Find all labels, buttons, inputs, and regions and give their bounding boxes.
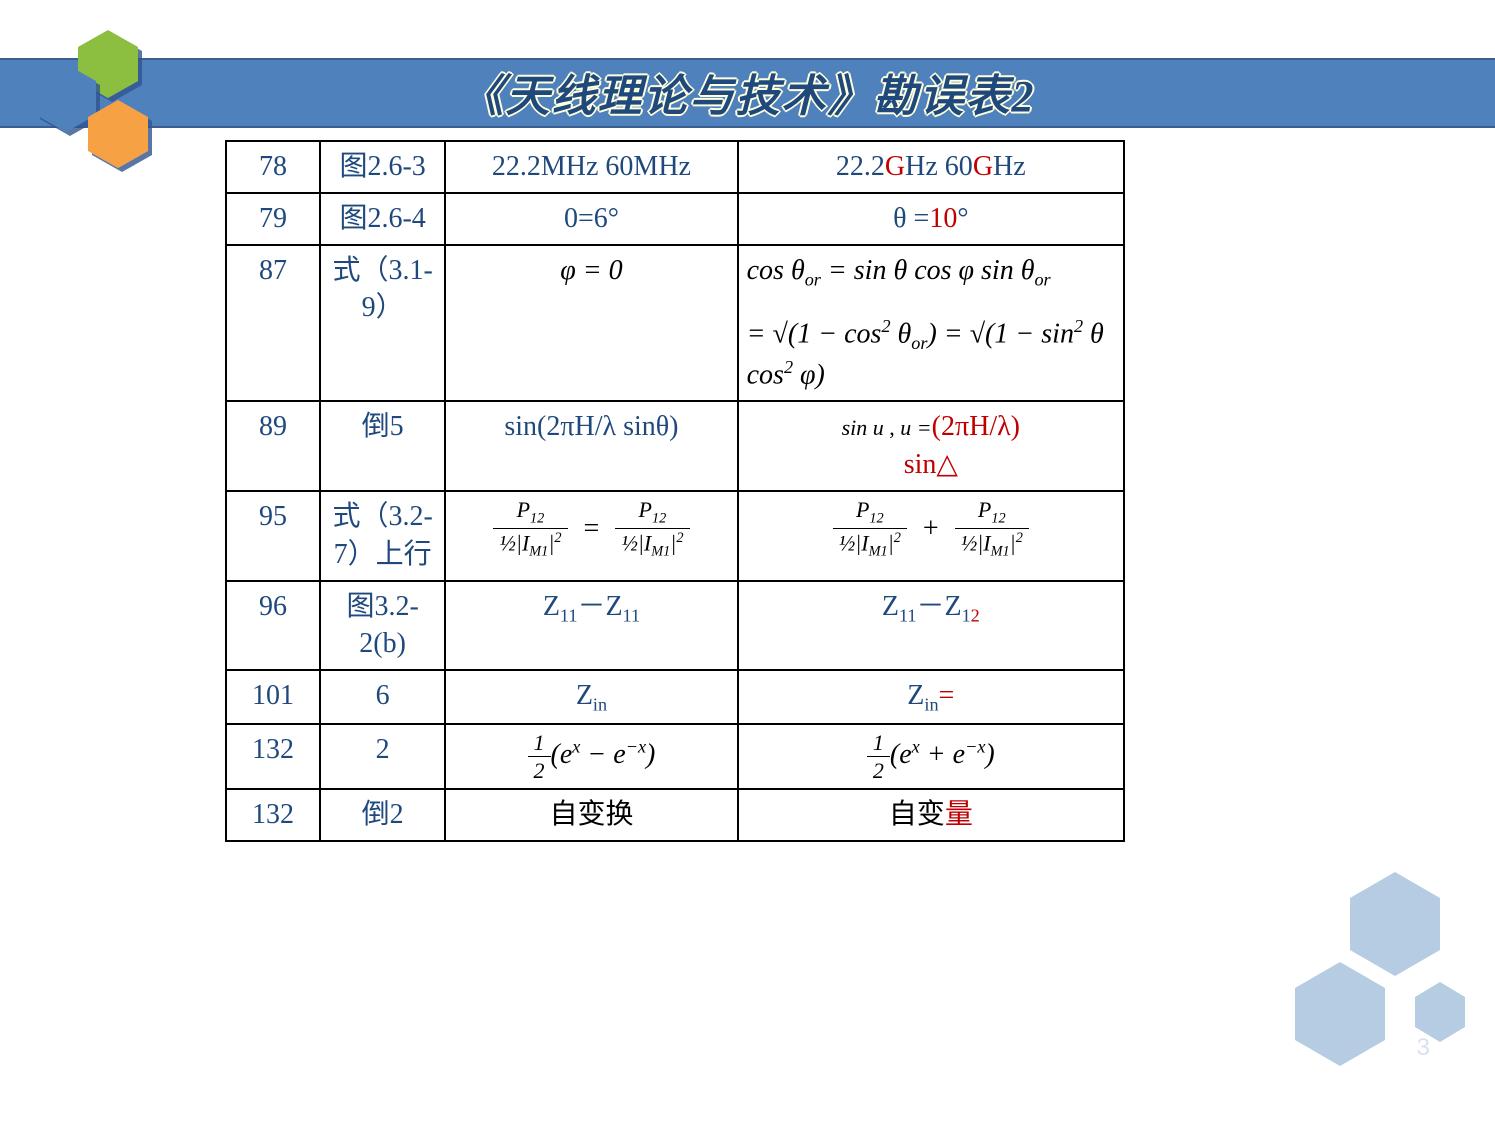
- cell-wrong: 12(ex − e−x): [445, 724, 737, 789]
- table-row: 101 6 Zin Zin=: [226, 670, 1124, 724]
- table-row: 78 图2.6-3 22.2MHz 60MHz 22.2GHz 60GHz: [226, 141, 1124, 193]
- cell-wrong: φ = 0: [445, 245, 737, 402]
- errata-table: 78 图2.6-3 22.2MHz 60MHz 22.2GHz 60GHz 79…: [225, 140, 1125, 842]
- logo-hexagons: [18, 22, 178, 182]
- cell-wrong: Z11－Z11: [445, 581, 737, 671]
- page-number: 3: [1417, 1034, 1430, 1062]
- cell-wrong: P12½|IM1|2 = P12½|IM1|2: [445, 491, 737, 581]
- table-row: 132 2 12(ex − e−x) 12(ex + e−x): [226, 724, 1124, 789]
- table-row: 95 式（3.2-7）上行 P12½|IM1|2 = P12½|IM1|2 P1…: [226, 491, 1124, 581]
- cell-right: θ =10°: [738, 193, 1124, 245]
- cell-loc: 图2.6-3: [320, 141, 445, 193]
- footer-hexagons: [1245, 862, 1465, 1082]
- cell-right: Z11－Z12: [738, 581, 1124, 671]
- page-title: 《天线理论与技术》勘误表2: [0, 60, 1495, 124]
- cell-wrong: Zin: [445, 670, 737, 724]
- cell-right: cos θor = sin θ cos φ sin θor = √(1 − co…: [738, 245, 1124, 402]
- table-row: 87 式（3.1-9） φ = 0 cos θor = sin θ cos φ …: [226, 245, 1124, 402]
- cell-right: Zin=: [738, 670, 1124, 724]
- table-row: 96 图3.2-2(b) Z11－Z11 Z11－Z12: [226, 581, 1124, 671]
- table-row: 132 倒2 自变换 自变量: [226, 789, 1124, 841]
- table-row: 79 图2.6-4 0=6° θ =10°: [226, 193, 1124, 245]
- table-row: 89 倒5 sin(2πH/λ sinθ) sin u , u =(2πH/λ)…: [226, 401, 1124, 491]
- cell-right: 22.2GHz 60GHz: [738, 141, 1124, 193]
- cell-right: sin u , u =(2πH/λ) sin△: [738, 401, 1124, 491]
- cell-right: 自变量: [738, 789, 1124, 841]
- cell-right: P12½|IM1|2 + P12½|IM1|2: [738, 491, 1124, 581]
- cell-wrong: 22.2MHz 60MHz: [445, 141, 737, 193]
- cell-page: 78: [226, 141, 320, 193]
- cell-right: 12(ex + e−x): [738, 724, 1124, 789]
